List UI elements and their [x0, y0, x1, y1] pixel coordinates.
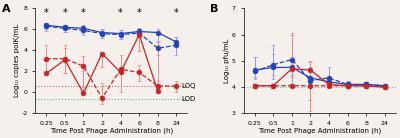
- Text: LOQ: LOQ: [181, 83, 195, 89]
- Text: *: *: [62, 8, 67, 18]
- Text: *: *: [44, 8, 49, 18]
- Text: *: *: [174, 8, 179, 18]
- X-axis label: Time Post Phage Administration (h): Time Post Phage Administration (h): [50, 127, 173, 134]
- Y-axis label: Log₁₀ copies polК/mL: Log₁₀ copies polК/mL: [14, 24, 20, 97]
- Text: *: *: [137, 8, 142, 18]
- Text: B: B: [210, 4, 218, 14]
- Text: LOD: LOD: [181, 96, 195, 102]
- Text: *: *: [118, 8, 123, 18]
- Text: A: A: [2, 4, 10, 14]
- Y-axis label: Log₁₀ pfu/mL: Log₁₀ pfu/mL: [224, 39, 230, 83]
- Text: *: *: [81, 8, 86, 18]
- X-axis label: Time Post Phage Administration (h): Time Post Phage Administration (h): [258, 127, 381, 134]
